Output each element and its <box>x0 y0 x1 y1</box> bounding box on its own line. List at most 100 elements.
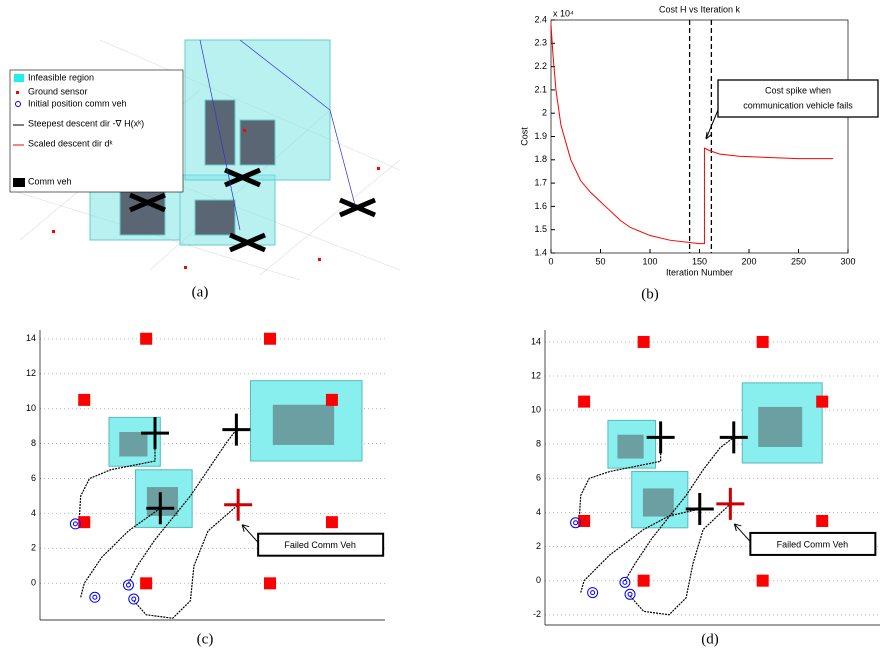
initial-position <box>129 594 139 604</box>
y-tick-label: -2 <box>533 609 541 619</box>
legend-label: Ground sensor <box>28 86 88 96</box>
ring <box>90 592 100 602</box>
failed-vehicle <box>716 488 744 520</box>
building <box>147 487 178 516</box>
legend-label: Infeasible region <box>28 72 94 82</box>
ground-sensor <box>264 333 276 345</box>
legend-label: Steepest descent dir -∇ H(xᵏ) <box>28 118 144 128</box>
ground-sensor <box>816 515 828 527</box>
ring <box>625 589 635 599</box>
y-tick-label: 14 <box>26 333 36 343</box>
comm-vehicle <box>222 414 250 446</box>
ground-sensor <box>326 516 338 528</box>
ground-sensor <box>757 336 769 348</box>
y-tick-label: 8 <box>31 438 36 448</box>
ring <box>620 577 630 587</box>
y-tick-label: 1.8 <box>534 154 547 164</box>
ground-sensor <box>578 396 590 408</box>
ring <box>123 580 133 590</box>
y-tick-label: 10 <box>26 403 36 413</box>
y-tick-label: 0 <box>536 575 541 585</box>
ground-sensor <box>140 333 152 345</box>
x-tick-label: 250 <box>791 256 806 266</box>
chart-title: Cost H vs Iteration k <box>659 4 741 14</box>
y-tick-label: 2 <box>31 543 36 553</box>
caption: (d) <box>701 631 719 647</box>
ring <box>574 521 578 525</box>
annotation: communication vehicle fails <box>743 100 853 110</box>
y-tick-label: 2.2 <box>534 61 547 71</box>
y-axis-label: Cost <box>519 127 529 146</box>
ring <box>591 591 595 595</box>
y-tick-label: 6 <box>31 473 36 483</box>
x-tick-label: 300 <box>840 256 855 266</box>
y-tick-label: 2 <box>542 108 547 118</box>
y-tick-label: 4 <box>536 507 541 517</box>
y-tick-label: 1.6 <box>534 201 547 211</box>
ground-sensor <box>140 577 152 589</box>
y-tick-label: 2.4 <box>534 14 547 24</box>
ground-sensor <box>816 396 828 408</box>
y-tick-label: 10 <box>531 405 541 415</box>
legend-swatch <box>13 178 25 187</box>
building <box>617 435 643 459</box>
legend-label: Initial position comm veh <box>28 98 127 108</box>
ground-sensor <box>78 394 90 406</box>
x-tick-label: 0 <box>548 256 553 266</box>
building <box>119 432 147 456</box>
ring <box>93 595 97 599</box>
building <box>758 407 802 447</box>
legend-swatch <box>14 74 24 82</box>
initial-position <box>625 589 635 599</box>
legend-swatch <box>16 91 19 94</box>
y-tick-label: 0 <box>31 578 36 588</box>
y-tick-label: 4 <box>31 508 36 518</box>
caption: (c) <box>197 631 214 647</box>
y-tick-label: 12 <box>531 370 541 380</box>
y-tick-label: 1.4 <box>534 247 547 257</box>
building <box>273 405 334 445</box>
x-tick-label: 100 <box>642 256 657 266</box>
y-multiplier: x 10⁴ <box>553 8 574 18</box>
x-axis-label: Iteration Number <box>666 267 733 277</box>
ground-sensor <box>757 575 769 587</box>
y-tick-label: 1.5 <box>534 224 547 234</box>
plot-area <box>551 20 848 253</box>
comm-vehicle <box>686 493 714 525</box>
ring <box>129 594 139 604</box>
legend-label: Comm veh <box>28 176 72 186</box>
ring <box>628 592 632 596</box>
y-tick-label: 2.3 <box>534 38 547 48</box>
x-tick-label: 200 <box>741 256 756 266</box>
figure: (a) Infeasible region Ground sensor Initial… <box>0 0 887 656</box>
y-tick-label: 1.7 <box>534 177 547 187</box>
ring <box>623 580 627 584</box>
ground-sensor <box>264 577 276 589</box>
ring <box>588 588 598 598</box>
annotation: Failed Comm Veh <box>284 540 356 550</box>
initial-position <box>123 580 133 590</box>
y-tick-label: 2.1 <box>534 84 547 94</box>
caption: (a) <box>192 284 209 300</box>
ring <box>132 597 136 601</box>
annotation: Cost spike when <box>765 85 831 95</box>
annotation: Failed Comm Veh <box>777 539 849 549</box>
ring <box>73 522 77 526</box>
x-tick-label: 150 <box>692 256 707 266</box>
initial-position <box>90 592 100 602</box>
caption: (b) <box>641 286 659 302</box>
ground-sensor <box>638 336 650 348</box>
building <box>643 488 674 516</box>
y-tick-label: 8 <box>536 439 541 449</box>
initial-position <box>588 588 598 598</box>
x-tick-label: 50 <box>595 256 605 266</box>
failed-vehicle <box>224 489 252 521</box>
y-tick-label: 1.9 <box>534 131 547 141</box>
ground-sensor <box>326 394 338 406</box>
y-tick-label: 12 <box>26 368 36 378</box>
ground-sensor <box>638 575 650 587</box>
legend-label: Scaled descent dir dᵏ <box>28 138 114 148</box>
y-tick-label: 6 <box>536 473 541 483</box>
y-tick-label: 2 <box>536 541 541 551</box>
y-tick-label: 14 <box>531 336 541 346</box>
